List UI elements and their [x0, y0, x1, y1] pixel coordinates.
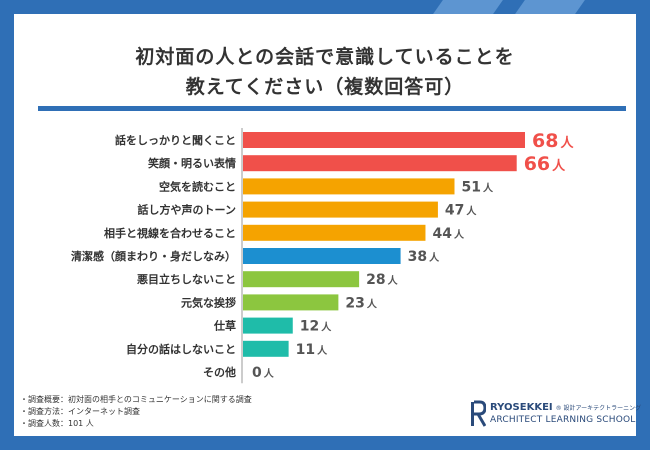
bar	[243, 178, 455, 195]
bar	[243, 271, 360, 288]
value-label: 47 人	[445, 203, 477, 219]
footnote-count: ・調査人数：101 人	[20, 419, 94, 428]
value-label: 66 人	[524, 153, 566, 175]
bar	[243, 201, 438, 218]
footnotes: ・調査概要：初対面の相手とのコミュニケーションに関する調査 ・調査方法：インター…	[20, 394, 252, 430]
brand-logo: RYOSEKKEI ® 設計アーキテクトラーニング ARCHITECT LEARN…	[470, 400, 641, 430]
bar	[243, 340, 289, 357]
bar	[243, 224, 426, 241]
logo-school: ARCHITECT LEARNING SCHOOL	[490, 415, 636, 425]
value-label: 68 人	[532, 130, 574, 152]
category-label: 悪目立ちしないこと	[137, 272, 236, 286]
value-label: 51 人	[462, 179, 494, 195]
bar	[243, 317, 293, 334]
category-label: 相手と視線を合わせること	[104, 226, 236, 240]
bar	[243, 294, 339, 311]
value-label: 44 人	[432, 226, 464, 242]
bar	[243, 155, 517, 172]
category-label: 話し方や声のトーン	[138, 203, 236, 217]
category-label: 元気な挨拶	[181, 295, 236, 309]
logo-name: RYOSEKKEI	[490, 402, 553, 413]
category-label: 話をしっかりと聞くこと	[115, 133, 236, 147]
chart-title-line1: 初対面の人との会話で意識していることを	[135, 46, 515, 68]
category-label: 清潔感（顔まわり・身だしなみ）	[71, 249, 236, 263]
category-label: 仕草	[213, 319, 236, 333]
title-underline	[38, 106, 626, 111]
frame-decor-stripe	[433, 0, 503, 14]
logo-r-icon	[471, 400, 486, 427]
footnote-method: ・調査方法：インターネット調査	[20, 407, 140, 416]
value-label: 12 人	[300, 319, 332, 335]
value-label: 23 人	[345, 295, 377, 311]
logo-jp: ® 設計アーキテクトラーニング	[555, 405, 642, 412]
category-label: その他	[203, 365, 236, 379]
footnote-summary: ・調査概要：初対面の相手とのコミュニケーションに関する調査	[20, 395, 252, 404]
value-label: 28 人	[366, 272, 398, 288]
category-label: 自分の話はしないこと	[126, 342, 236, 356]
category-label: 空気を読むこと	[159, 179, 236, 193]
value-label: 11 人	[296, 342, 328, 358]
bar	[243, 248, 401, 264]
bar	[243, 132, 525, 148]
value-label: 38 人	[408, 249, 440, 265]
chart-title-line2: 教えてください（複数回答可）	[185, 76, 465, 98]
frame-decor-stripe	[515, 0, 585, 14]
infographic-card: 初対面の人との会話で意識していることを 教えてください（複数回答可） 話をしっか…	[14, 14, 641, 436]
category-label: 笑顔・明るい表情	[148, 156, 236, 170]
